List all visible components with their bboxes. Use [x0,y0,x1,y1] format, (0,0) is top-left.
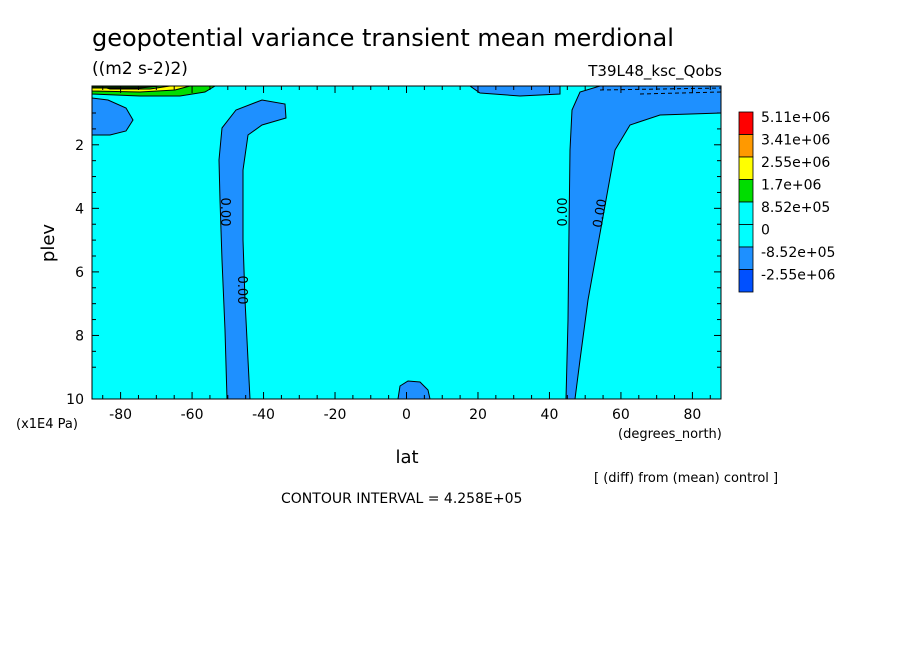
x-axis: -80 -60 -40 -20 0 20 40 60 80 [102,86,711,423]
contour-label: 0.00 [591,198,611,229]
x-tick-label: -20 [324,407,347,423]
colorbar-label: 5.11e+06 [761,110,830,126]
x-axis-units: (degrees_north) [618,427,722,442]
contour-label: 0.00 [217,198,232,227]
x-tick-label: 0 [402,407,411,423]
colorbar-label: 0 [761,223,770,239]
x-tick-label: -80 [109,407,132,423]
colorbar-label: 8.52e+05 [761,200,830,216]
colorbar-label: -8.52e+05 [761,245,835,261]
x-tick-label: 60 [612,407,630,423]
colorbar-swatch [738,269,754,293]
region-north-tongue [565,85,722,400]
x-tick-label: -40 [252,407,275,423]
colorbar-swatch [738,224,754,248]
colorbar: 5.11e+06 3.41e+06 2.55e+06 1.7e+06 8.52e+05 0… [738,110,835,293]
y-axis: 2 4 6 8 10 [66,112,721,408]
contour-label: 0.00 [556,198,571,227]
x-tick-label: 80 [683,407,701,423]
x-tick-label: 40 [541,407,559,423]
y-tick-label: 8 [75,328,84,344]
colorbar-swatch [738,179,754,203]
y-axis-label: plev [38,224,59,263]
y-tick-label: 10 [66,392,84,408]
run-label: T39L48_ksc_Qobs [587,62,722,81]
dashed-contour-top-right [599,87,722,91]
chart-title: geopotential variance transient mean mer… [92,24,674,52]
colorbar-swatch [738,201,754,225]
x-axis-label: lat [395,447,418,468]
x-tick-label: -60 [181,407,204,423]
region-left-edge [91,97,134,136]
y-tick-label: 4 [75,201,84,217]
colorbar-label: 1.7e+06 [761,178,822,194]
y-tick-label: 6 [75,265,84,281]
y-axis-units: (x1E4 Pa) [16,417,78,432]
units-label: ((m2 s-2)2) [92,59,188,79]
colorbar-swatch [738,156,754,180]
y-tick-label: 2 [75,138,84,154]
contour-interval: CONTOUR INTERVAL = 4.258E+05 [281,491,522,507]
colorbar-label: 3.41e+06 [761,133,830,149]
colorbar-swatch [738,111,754,135]
diff-note: [ (diff) from (mean) control ] [594,471,778,486]
region-south-tongue [218,99,287,400]
colorbar-label: -2.55e+06 [761,268,835,284]
colorbar-swatch [738,134,754,158]
colorbar-swatch [738,246,754,270]
x-tick-label: 20 [469,407,487,423]
colorbar-label: 2.55e+06 [761,155,830,171]
contour-labels: 0.00 0.00 0.00 0.00 [217,198,610,305]
contour-label: 0.00 [234,276,249,305]
plot-area [92,86,721,399]
